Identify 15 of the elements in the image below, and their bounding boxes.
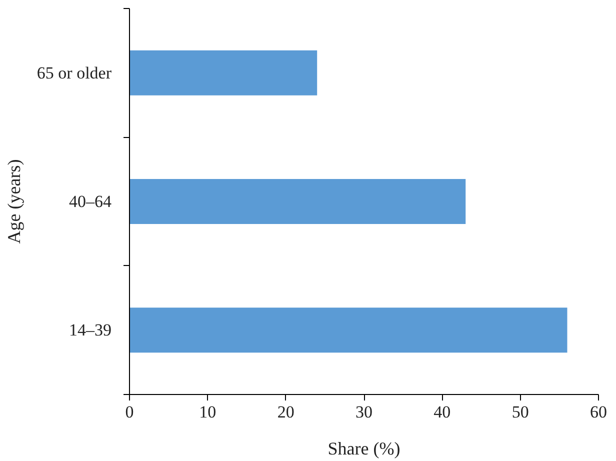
x-axis-title: Share (%)	[328, 438, 400, 458]
x-tick-label: 40	[434, 402, 451, 422]
bar	[130, 178, 466, 224]
y-tick-label: 40–64	[69, 192, 112, 211]
bar	[130, 308, 568, 353]
x-tick-label: 0	[125, 402, 134, 422]
y-tick-label: 65 or older	[36, 63, 112, 82]
x-tick-label: 30	[356, 402, 372, 422]
x-tick-label: 10	[199, 402, 216, 422]
y-tick-label: 14–39	[69, 320, 112, 340]
bar	[130, 50, 318, 96]
x-tick-label: 50	[512, 402, 529, 422]
x-tick-label: 20	[277, 402, 294, 422]
x-tick-label: 60	[590, 402, 607, 422]
y-axis-title: Age (years)	[4, 159, 24, 244]
